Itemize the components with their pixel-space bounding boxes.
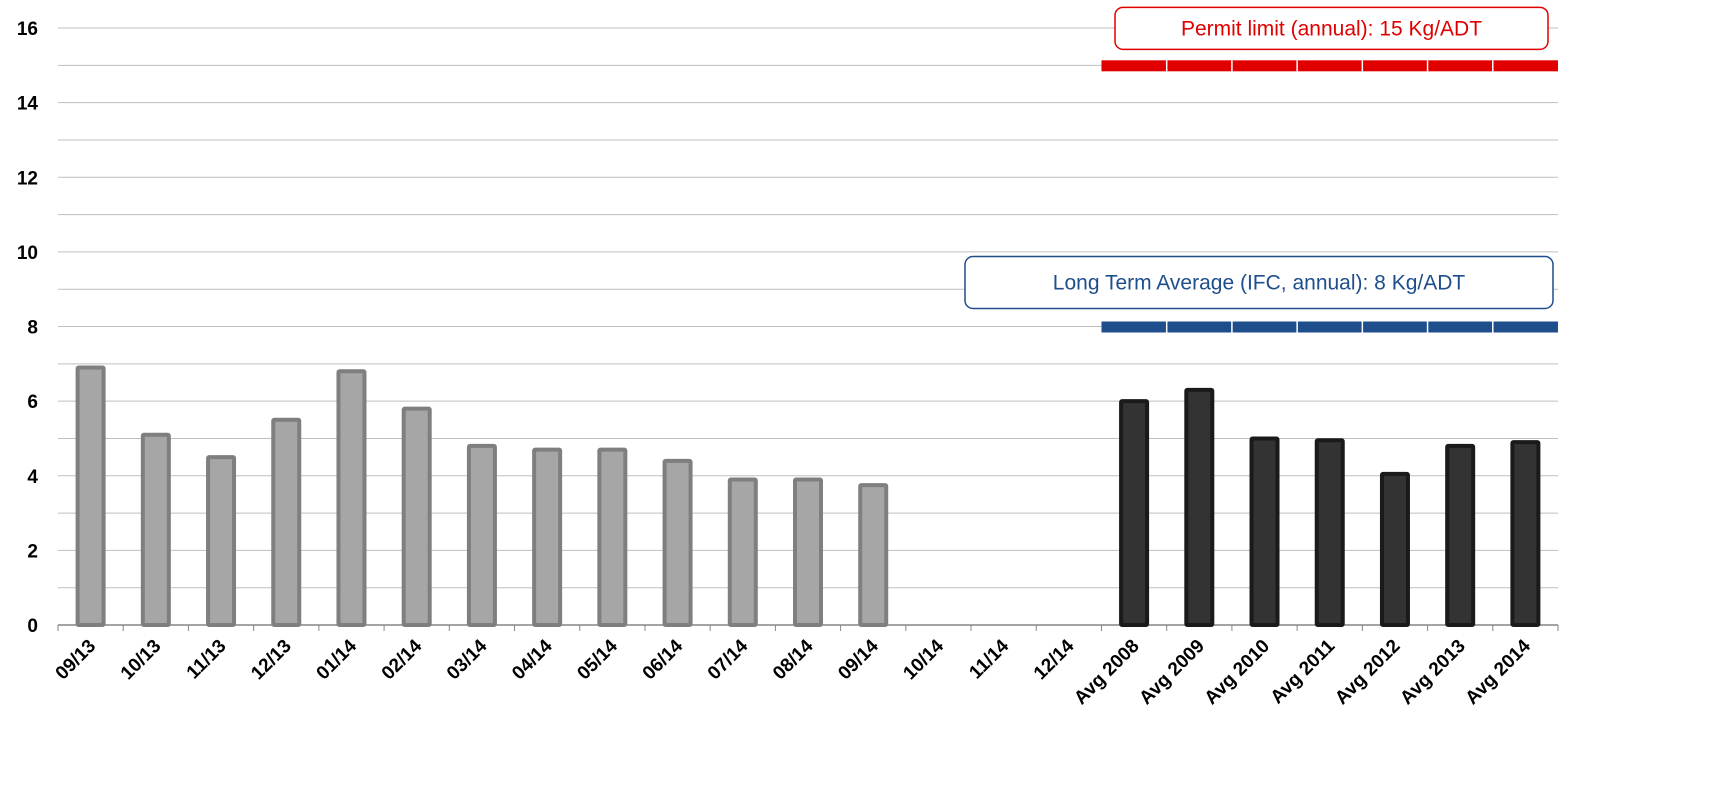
x-tick-label: 10/13 (117, 636, 165, 684)
x-tick-label: 03/14 (443, 635, 492, 684)
x-tick-label: 10/14 (900, 635, 949, 684)
annotation-label: Long Term Average (IFC, annual): 8 Kg/AD… (1053, 272, 1466, 295)
bar (336, 369, 367, 627)
x-tick-label: 12/14 (1030, 635, 1079, 684)
bar (793, 477, 823, 628)
x-tick-label: 04/14 (508, 635, 557, 684)
x-tick-label: 08/14 (769, 635, 818, 684)
bar (597, 447, 628, 627)
bar (466, 443, 497, 627)
y-tick-label: 4 (27, 467, 38, 488)
bar (532, 447, 563, 627)
x-tick-label: Avg 2011 (1267, 635, 1340, 708)
bar (1379, 471, 1410, 627)
x-tick-label: 06/14 (639, 635, 688, 684)
y-tick-label: 14 (17, 94, 39, 115)
x-tick-label: Avg 2012 (1331, 636, 1404, 709)
x-tick-label: Avg 2014 (1462, 635, 1536, 709)
x-tick-label: Avg 2009 (1135, 636, 1208, 709)
x-tick-label: 01/14 (313, 635, 362, 684)
bar (1445, 443, 1476, 627)
bar (662, 458, 693, 628)
bar (1184, 387, 1215, 627)
x-tick-label: Avg 2010 (1201, 636, 1274, 709)
reference-line (1101, 321, 1558, 333)
x-tick-label: 11/14 (965, 635, 1013, 683)
bar (1510, 440, 1541, 628)
y-tick-label: 0 (27, 616, 38, 637)
bar (727, 477, 758, 628)
x-tick-label: 09/14 (834, 635, 883, 684)
annotation-box (1114, 6, 1549, 51)
bar (140, 432, 171, 627)
x-tick-label: 02/14 (378, 635, 427, 684)
bar (1314, 438, 1345, 627)
x-tick-label: 12/13 (247, 636, 295, 684)
annotation-label: Permit limit (annual): 15 Kg/ADT (1181, 17, 1482, 40)
x-tick-label: Avg 2008 (1070, 636, 1143, 709)
y-tick-label: 6 (27, 392, 38, 413)
x-tick-label: 07/14 (704, 635, 753, 684)
y-tick-label: 2 (27, 541, 38, 562)
bar (401, 406, 432, 627)
y-tick-label: 16 (17, 19, 38, 40)
bar (1249, 436, 1280, 627)
bar (75, 365, 106, 627)
annotation-box (964, 255, 1554, 310)
bar (271, 417, 302, 627)
reference-line (1101, 60, 1558, 72)
x-tick-label: 11/13 (183, 636, 231, 684)
y-tick-label: 12 (17, 168, 38, 189)
x-tick-label: 09/13 (52, 636, 100, 684)
x-tick-label: 05/14 (573, 635, 622, 684)
bar (858, 483, 889, 627)
x-tick-label: Avg 2013 (1396, 636, 1469, 709)
y-tick-label: 8 (27, 318, 38, 339)
y-tick-label: 10 (17, 243, 38, 264)
bar (1119, 399, 1150, 627)
bar (206, 455, 237, 627)
